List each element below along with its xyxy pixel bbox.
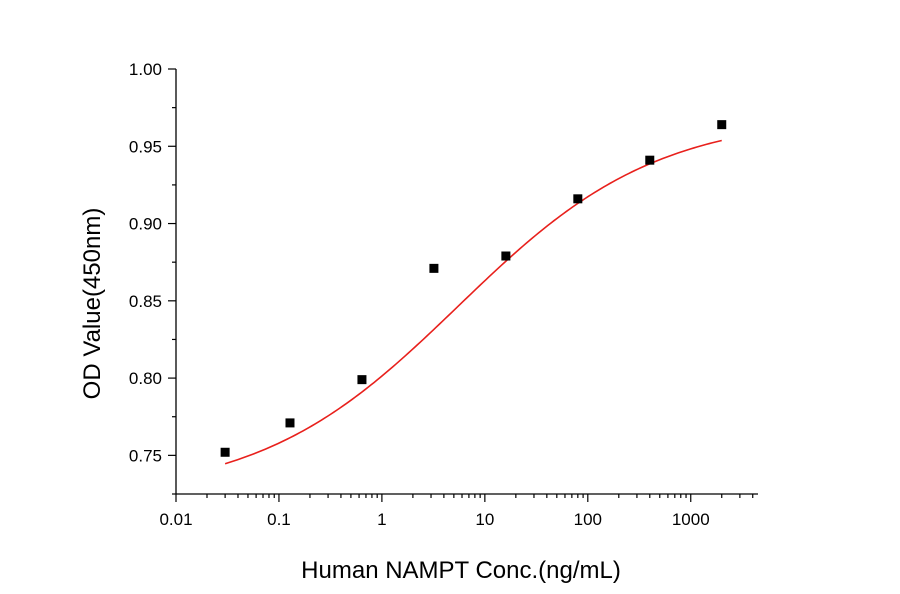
y-axis-title: OD Value(450nm) (79, 208, 106, 400)
data-point (717, 120, 727, 130)
y-tick-label: 0.90 (129, 215, 162, 234)
x-tick-label: 0.01 (159, 510, 192, 529)
y-axis-ticks: 0.75 0.80 0.85 0.90 0.95 1.00 (129, 60, 176, 495)
data-point (429, 263, 439, 273)
data-point (501, 251, 511, 261)
fit-curve (224, 139, 722, 465)
x-axis-ticks: 0.01 0.1 1 10 100 1000 (159, 494, 754, 529)
data-point (645, 155, 655, 165)
x-tick-label: 100 (574, 510, 602, 529)
data-point (573, 194, 583, 204)
plot-area: 0.75 0.80 0.85 0.90 0.95 1.00 0.01 0.1 1 10 100 10… (129, 60, 758, 529)
x-tick-label: 1000 (672, 510, 710, 529)
y-tick-label: 0.95 (129, 137, 162, 156)
y-tick-label: 1.00 (129, 60, 162, 79)
data-point (285, 418, 295, 428)
data-point (357, 375, 367, 385)
x-axis-title: Human NAMPT Conc.(ng/mL) (301, 557, 621, 584)
data-point (220, 447, 230, 457)
x-tick-label: 0.1 (267, 510, 291, 529)
data-points (220, 120, 727, 457)
y-tick-label: 0.85 (129, 292, 162, 311)
x-tick-label: 1 (377, 510, 386, 529)
y-tick-label: 0.80 (129, 369, 162, 388)
y-tick-label: 0.75 (129, 446, 162, 465)
x-tick-label: 10 (475, 510, 494, 529)
